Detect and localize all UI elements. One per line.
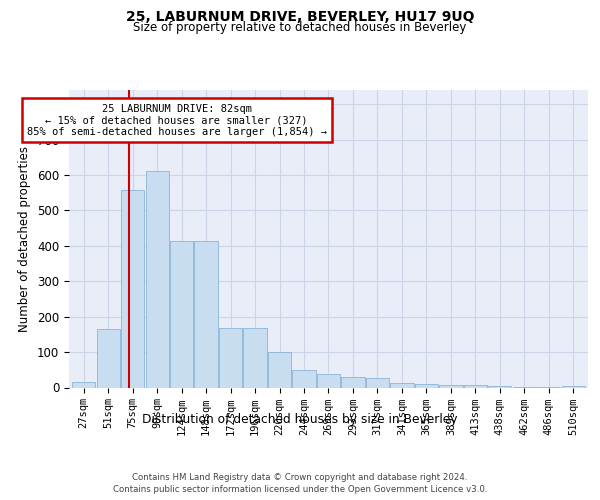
Bar (292, 370, 316, 388)
Text: Contains HM Land Registry data © Crown copyright and database right 2024.: Contains HM Land Registry data © Crown c… (132, 472, 468, 482)
Bar (537, 387, 560, 388)
Bar (317, 374, 340, 388)
Text: Distribution of detached houses by size in Beverley: Distribution of detached houses by size … (142, 412, 458, 426)
Bar (146, 171, 169, 388)
Bar (415, 384, 438, 388)
Text: 25, LABURNUM DRIVE, BEVERLEY, HU17 9UQ: 25, LABURNUM DRIVE, BEVERLEY, HU17 9UQ (126, 10, 474, 24)
Bar (488, 386, 511, 388)
Bar (562, 386, 585, 388)
Bar (97, 329, 120, 388)
Bar (194, 240, 218, 388)
Bar (244, 328, 266, 388)
Text: Size of property relative to detached houses in Beverley: Size of property relative to detached ho… (133, 22, 467, 35)
Bar (170, 240, 193, 388)
Bar (513, 387, 536, 388)
Bar (219, 328, 242, 388)
Bar (72, 382, 95, 388)
Bar (391, 383, 413, 388)
Bar (439, 385, 463, 388)
Bar (341, 377, 365, 388)
Y-axis label: Number of detached properties: Number of detached properties (19, 146, 31, 332)
Bar (366, 378, 389, 388)
Bar (464, 386, 487, 388)
Bar (268, 352, 291, 388)
Text: 25 LABURNUM DRIVE: 82sqm
← 15% of detached houses are smaller (327)
85% of semi-: 25 LABURNUM DRIVE: 82sqm ← 15% of detach… (27, 104, 327, 136)
Text: Contains public sector information licensed under the Open Government Licence v3: Contains public sector information licen… (113, 485, 487, 494)
Bar (121, 190, 144, 388)
